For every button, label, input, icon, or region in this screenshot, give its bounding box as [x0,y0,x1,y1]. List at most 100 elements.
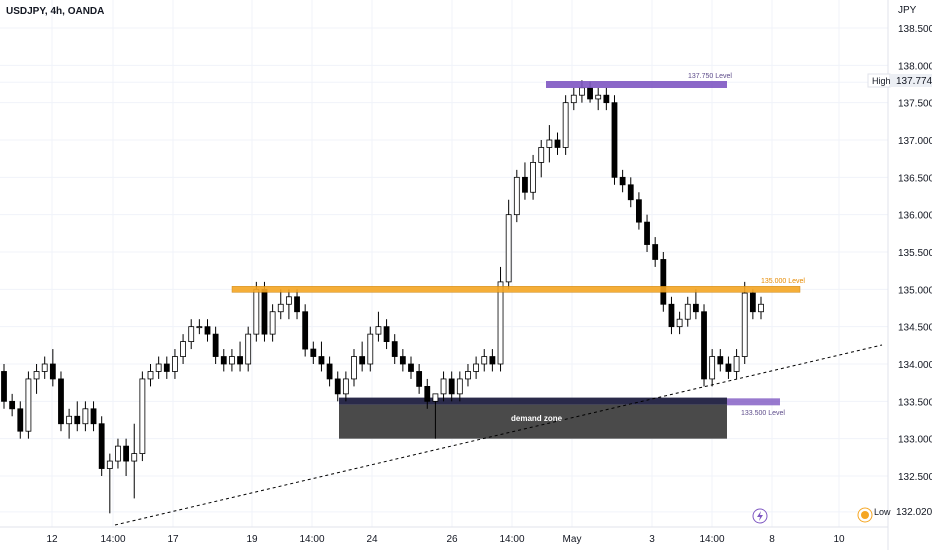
candle[interactable] [58,371,64,432]
demand-zone-box[interactable] [339,404,727,439]
candle[interactable] [513,169,520,223]
top-level-band[interactable] [546,81,727,88]
candle[interactable] [204,319,211,342]
support-level-band[interactable] [727,398,780,406]
candle[interactable] [383,319,390,350]
candle[interactable] [367,326,374,372]
candle[interactable] [399,349,406,372]
candle[interactable] [220,349,227,372]
candle[interactable] [530,154,536,200]
candle[interactable] [652,237,659,267]
candle[interactable] [90,401,97,432]
candle[interactable] [538,140,545,178]
candle[interactable] [570,87,577,111]
candle[interactable] [416,364,423,394]
candle[interactable] [139,371,146,462]
candle[interactable] [473,356,480,379]
candle[interactable] [9,393,16,417]
candle[interactable] [359,341,366,372]
candle[interactable] [41,356,48,379]
candle[interactable] [33,364,40,394]
candle[interactable] [229,349,235,372]
time-axis[interactable]: 12 14:00 17 19 14:00 24 26 14:00 May 3 14:00 8 10 [46,534,845,545]
candle[interactable] [456,371,463,402]
candle[interactable] [334,371,341,402]
candle[interactable] [131,423,138,499]
candle[interactable] [717,349,724,372]
candle[interactable] [1,364,7,409]
resistance-level-band[interactable] [231,286,801,293]
candle[interactable] [619,169,626,193]
candle[interactable] [98,416,105,476]
candle[interactable] [709,349,716,387]
candle[interactable] [741,281,748,364]
candle[interactable] [758,296,764,320]
candle[interactable] [546,125,553,163]
candle[interactable] [554,132,561,155]
candle[interactable] [17,401,24,439]
candle[interactable] [66,408,73,439]
candle[interactable] [636,192,642,230]
candle[interactable] [269,304,276,342]
candle[interactable] [660,252,667,312]
candle[interactable] [155,356,162,379]
dividend-icon[interactable] [857,507,873,523]
candle[interactable] [326,356,333,387]
candle[interactable] [497,266,504,372]
candle[interactable] [448,371,455,402]
candle[interactable] [684,296,691,327]
candle[interactable] [733,349,740,379]
candle[interactable] [505,199,512,290]
candle[interactable] [285,289,292,320]
candle[interactable] [440,371,447,402]
candle[interactable] [603,87,610,111]
candle[interactable] [277,289,284,320]
candle[interactable] [106,453,113,514]
candle[interactable] [188,319,195,350]
candle[interactable] [432,393,439,439]
event-flash-icon[interactable] [752,508,768,524]
candle[interactable] [245,326,252,372]
candle[interactable] [692,289,699,320]
candle[interactable] [562,95,569,155]
candle[interactable] [351,349,357,387]
candle[interactable] [212,326,219,364]
candle[interactable] [147,364,154,387]
candle[interactable] [172,349,178,379]
candle[interactable] [310,341,317,364]
candle[interactable] [391,334,398,364]
candle[interactable] [375,311,382,342]
candle[interactable] [668,296,675,335]
candle[interactable] [180,334,186,364]
candle[interactable] [82,401,89,432]
candle[interactable] [237,341,243,372]
candle[interactable] [115,438,121,469]
candle[interactable] [676,311,683,335]
candle[interactable] [595,87,602,111]
candle[interactable] [644,214,650,252]
candle[interactable] [725,356,732,379]
candle[interactable] [49,349,56,387]
candle[interactable] [489,349,496,372]
candle[interactable] [342,371,349,402]
candle[interactable] [302,304,309,357]
candle[interactable] [163,356,170,379]
candle[interactable] [522,162,528,200]
candle[interactable] [123,438,129,476]
candle[interactable] [318,341,325,372]
candle[interactable] [25,371,32,439]
price-axis[interactable]: 138.500 138.000 137.500 137.000 136.500 136.0… [898,24,932,483]
ascending-trendline[interactable] [114,344,883,526]
candle[interactable] [701,304,707,387]
candle[interactable] [408,356,414,379]
candle[interactable] [611,95,618,185]
candle[interactable] [627,177,634,208]
candle[interactable] [481,349,488,372]
demand-zone-top-band[interactable] [339,397,727,405]
candle[interactable] [749,289,756,320]
candle[interactable] [196,319,203,335]
candle[interactable] [465,364,471,387]
symbol-legend[interactable]: USDJPY, 4h, OANDA [6,6,105,17]
candle[interactable] [74,401,81,432]
